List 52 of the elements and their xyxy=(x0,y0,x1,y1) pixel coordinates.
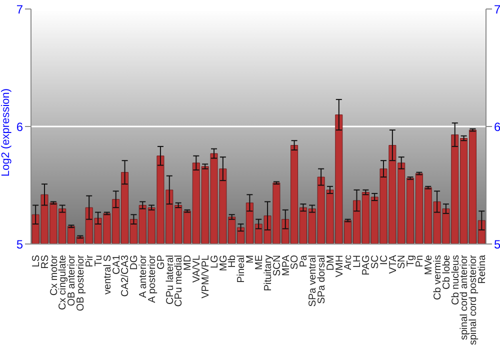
x-tick-label: A posterior xyxy=(146,254,158,303)
x-tick-label: GP xyxy=(156,254,167,270)
y-tick-label: 6 xyxy=(16,120,24,134)
x-tick-label: ventral S xyxy=(102,254,114,294)
x-tick-label: OB posterior xyxy=(76,254,87,312)
x-tick-label: Pituitary xyxy=(262,255,274,292)
x-tick-label: DG xyxy=(129,254,140,270)
x-tick-label: Pineal xyxy=(236,255,248,283)
x-tick-label: SC xyxy=(370,255,381,269)
x-tick-label: Pa xyxy=(298,254,310,268)
x-tick-label: IC xyxy=(378,255,390,265)
x-tick-label: LH xyxy=(352,255,364,268)
x-tick-label: Cb lobe xyxy=(441,254,452,290)
x-tick-label: Tg xyxy=(406,255,417,267)
x-tick-label: CA2/CA3 xyxy=(120,254,132,297)
x-tick-label: CPu medial xyxy=(174,255,185,307)
x-tick-label: Cb vermis xyxy=(432,255,444,300)
y2-tick-label: 7 xyxy=(494,2,500,16)
x-tick-label: SN xyxy=(396,255,408,269)
x-tick-label: spinal cord posterior xyxy=(468,254,480,346)
y2-tick-label: 6 xyxy=(494,120,500,134)
x-tick-label: SCN xyxy=(272,255,283,276)
x-tick-label: Hb xyxy=(227,254,238,268)
x-tick-label: LG xyxy=(209,254,220,268)
y2-tick-label: 5 xyxy=(494,237,500,252)
x-tick-label: SO xyxy=(290,254,301,270)
x-tick-label: Pir xyxy=(84,254,96,268)
x-tick-label: LS xyxy=(30,254,42,268)
y-axis-title: Log2 (expression) xyxy=(0,88,12,176)
x-tick-label: spinal cord anterior xyxy=(459,254,470,340)
x-tick-label: VMH xyxy=(334,255,346,278)
x-tick-label: Cb nucleus xyxy=(450,255,462,306)
x-tick-label: M xyxy=(245,255,256,264)
x-tick-label: ME xyxy=(254,254,265,270)
x-tick-label: Arc xyxy=(343,255,354,270)
y-tick-label: 7 xyxy=(16,2,24,16)
x-tick-label: DM xyxy=(325,255,336,271)
x-tick-label: PAG xyxy=(361,254,372,276)
x-tick-label: OB anterior xyxy=(66,254,78,306)
x-tick-label: RS xyxy=(40,254,51,269)
y-tick-label: 5 xyxy=(16,237,24,252)
x-tick-label: Retina xyxy=(477,254,488,284)
x-tick-label: VPM/VPL xyxy=(200,254,212,298)
x-tick-label: Tu xyxy=(93,255,104,266)
x-tick-label: Pn xyxy=(414,255,426,268)
x-tick-label: MPA xyxy=(280,254,292,276)
x-tick-label: MVe xyxy=(424,254,435,276)
x-tick-label: SPa dorsal xyxy=(316,255,328,304)
x-tick-label: A anterior xyxy=(138,254,150,298)
x-tick-label: CA1 xyxy=(111,254,122,274)
x-tick-label: VTA xyxy=(388,254,399,274)
x-tick-label: Cx cingulate xyxy=(58,254,69,310)
